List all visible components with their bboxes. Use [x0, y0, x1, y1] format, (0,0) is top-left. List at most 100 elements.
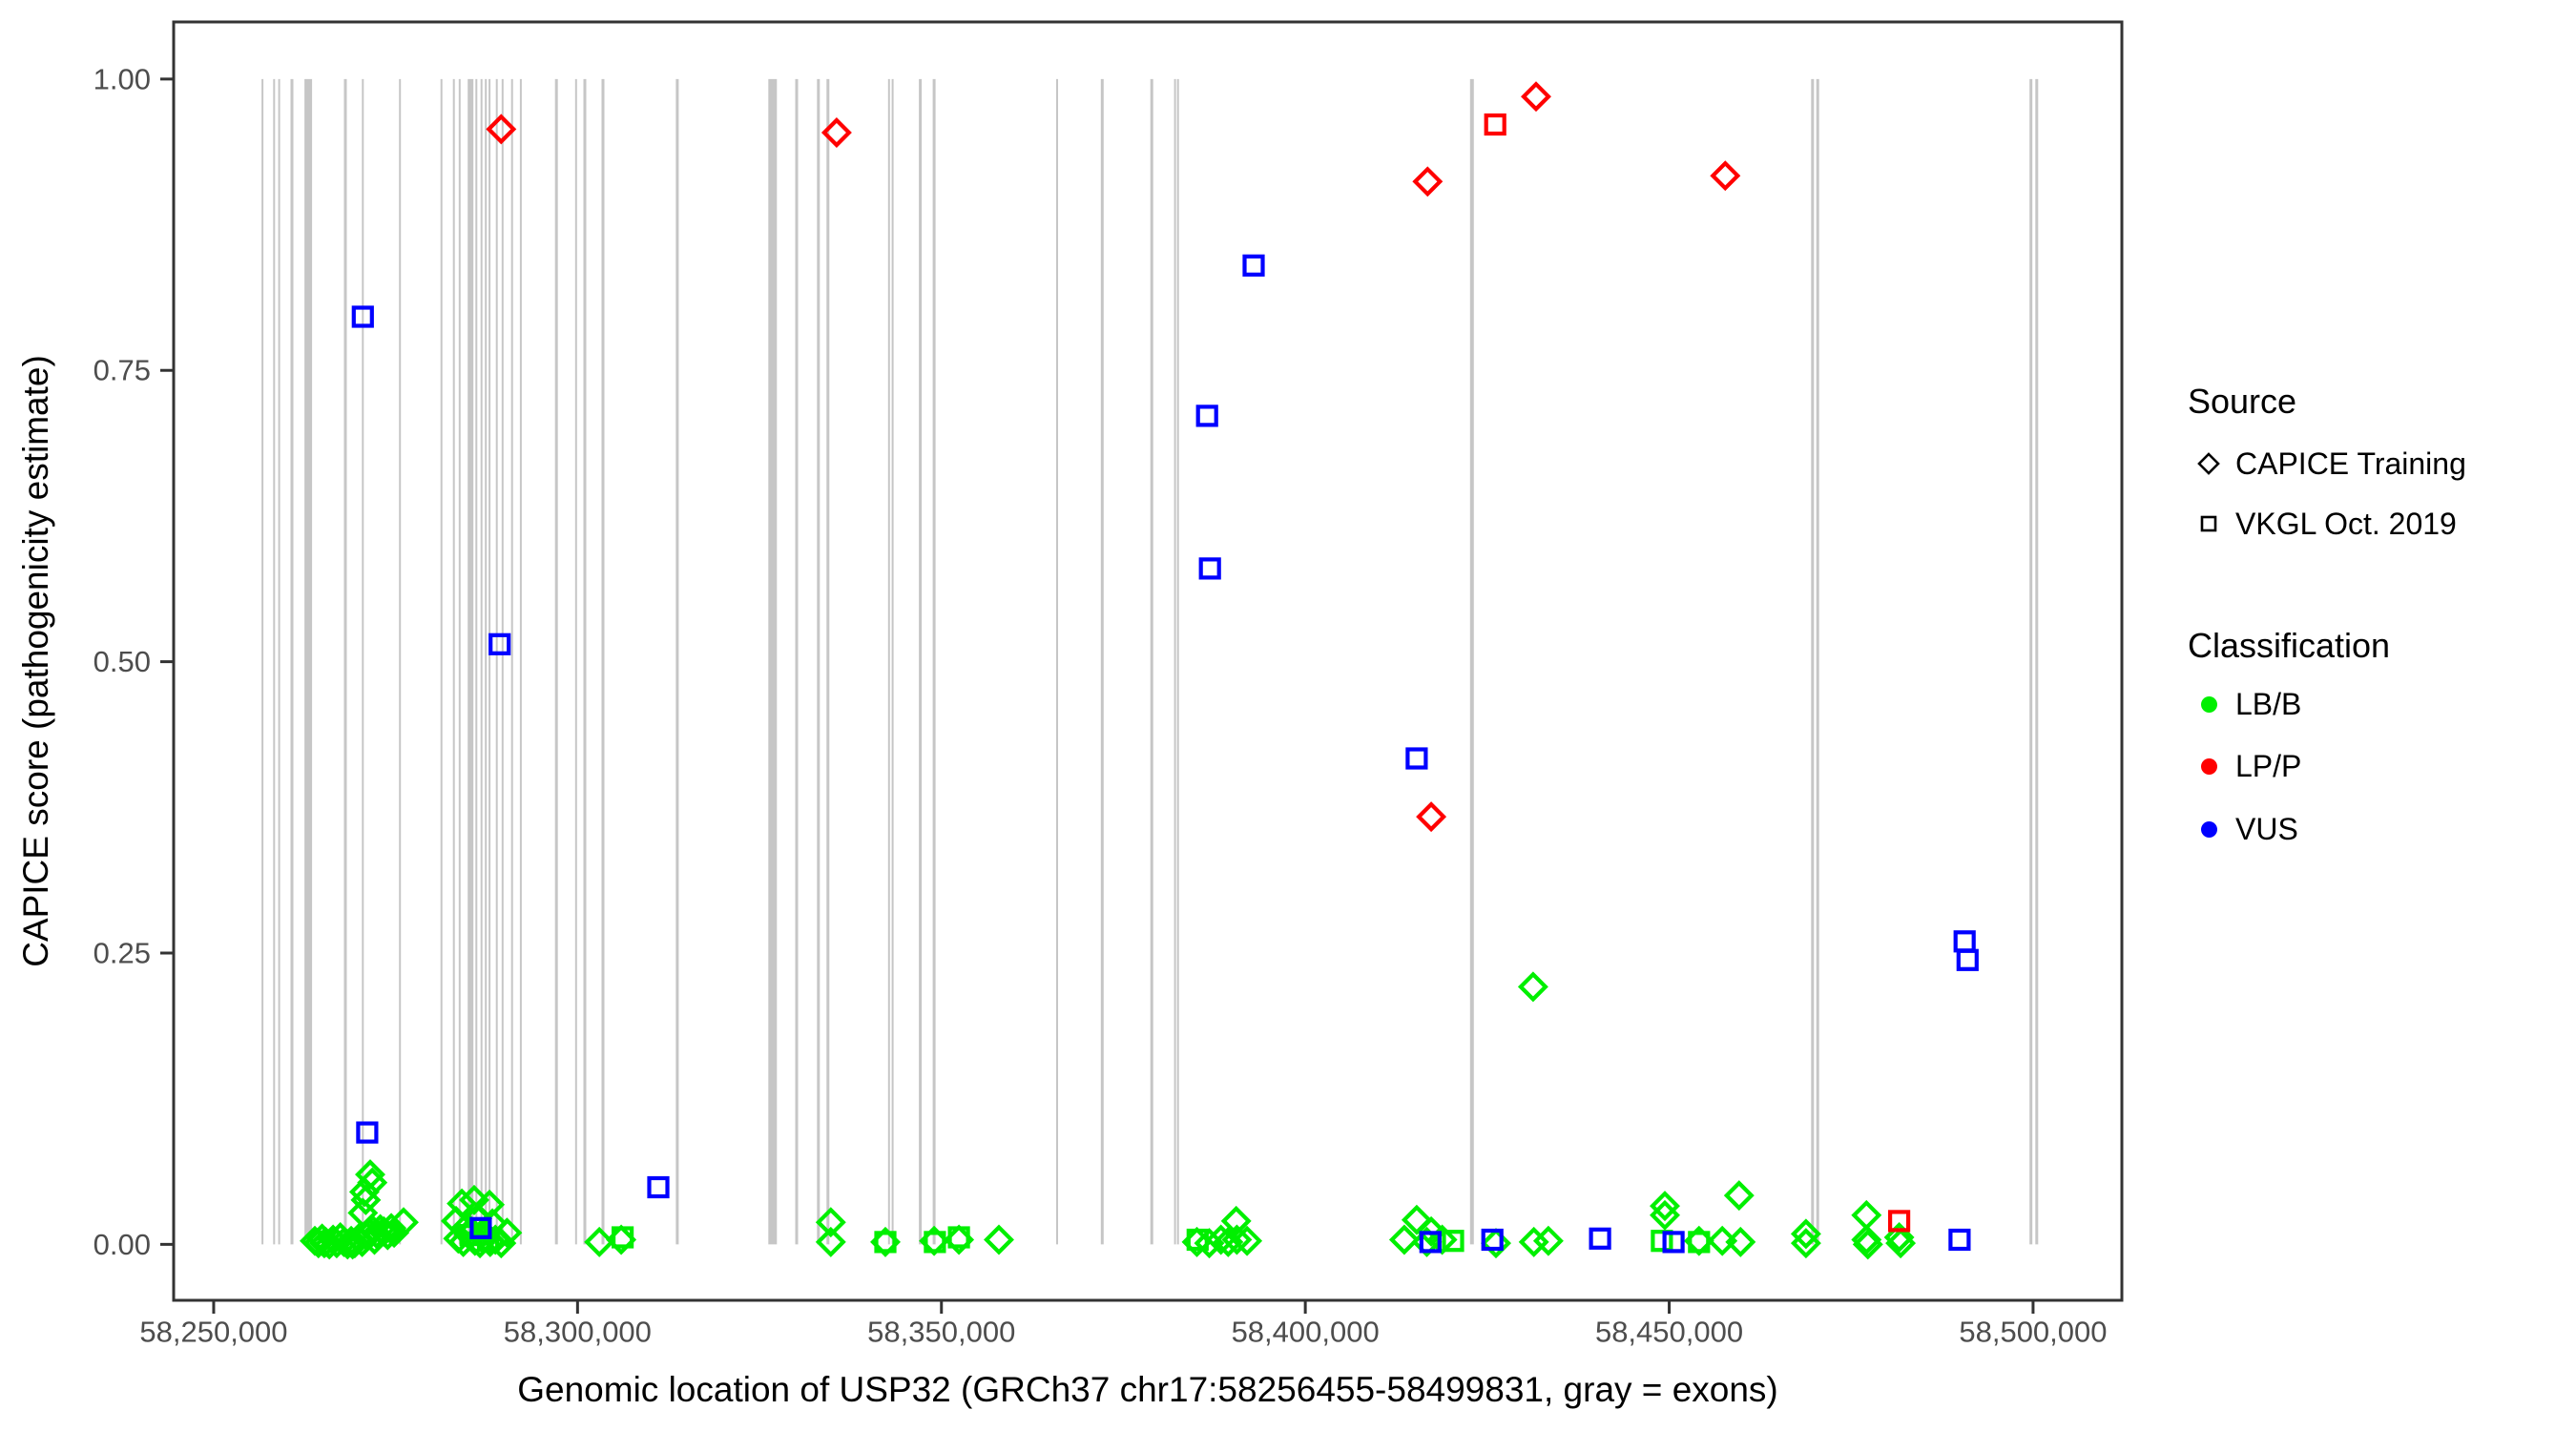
x-tick-label: 58,450,000: [1595, 1316, 1743, 1349]
x-tick-label: 58,400,000: [1232, 1316, 1380, 1349]
red-dot-icon: [2188, 746, 2230, 786]
data-point-diamond: [1412, 166, 1444, 197]
legend: Source CAPICE Training VKGL Oct. 2019 Cl…: [2188, 0, 2569, 1431]
data-point-square: [1589, 1227, 1611, 1250]
data-point-diamond: [459, 1184, 489, 1215]
axis-ticks: 58,250,000 58,300,000 58,350,000 58,400,000…: [93, 62, 2108, 1348]
data-point-diamond: [1220, 1205, 1252, 1236]
data-point-square: [1195, 404, 1218, 427]
data-point-square: [1948, 1228, 1971, 1252]
data-point-diamond: [821, 117, 852, 148]
data-point-diamond: [944, 1224, 975, 1255]
data-point-diamond: [1221, 1224, 1253, 1255]
data-point-square: [874, 1231, 897, 1254]
data-point-square: [1419, 1231, 1442, 1254]
data-point-square: [1953, 930, 1976, 953]
data-point-square: [1481, 1228, 1504, 1252]
legend-item-label: VUS: [2235, 811, 2298, 846]
data-point-diamond: [1521, 81, 1551, 113]
legend-source-title: Source: [2188, 382, 2297, 421]
data-point-diamond: [1725, 1226, 1756, 1257]
data-point-square: [469, 1216, 492, 1239]
data-point-diamond: [1232, 1225, 1263, 1256]
data-point-diamond: [379, 1217, 410, 1249]
data-point-diamond: [606, 1224, 637, 1255]
data-point-diamond: [1416, 801, 1447, 833]
data-point-square: [351, 305, 374, 328]
data-point-square: [1484, 113, 1506, 136]
data-point-diamond: [486, 1228, 517, 1259]
legend-item-label: CAPICE Training: [2235, 446, 2466, 481]
data-point-diamond: [815, 1207, 846, 1238]
data-point-square: [1956, 948, 1979, 971]
data-point-diamond: [984, 1224, 1014, 1255]
data-point-square: [1242, 254, 1265, 277]
legend-classification-title: Classification: [2188, 626, 2391, 665]
blue-dot-icon: [2188, 809, 2230, 849]
data-point-square: [1442, 1230, 1465, 1253]
data-point-diamond: [308, 1228, 340, 1259]
data-point-diamond: [584, 1226, 615, 1257]
data-point-diamond: [1518, 1226, 1549, 1257]
data-point-square: [1662, 1231, 1685, 1254]
data-point-diamond: [1710, 160, 1741, 192]
data-point-diamond: [1532, 1225, 1564, 1256]
data-point-diamond: [1883, 1222, 1915, 1253]
exon-lines: [261, 78, 2039, 1245]
data-point-diamond: [486, 114, 517, 145]
legend-item-lpp: LP/P: [2188, 746, 2301, 786]
y-tick-label: 0.50: [93, 645, 151, 678]
legend-item-capice-training: CAPICE Training: [2188, 444, 2466, 484]
y-tick-label: 0.25: [93, 936, 151, 969]
data-point-square: [356, 1121, 379, 1144]
data-point-square: [1405, 747, 1428, 770]
data-point-square: [1198, 557, 1221, 580]
legend-item-label: LB/B: [2235, 686, 2302, 721]
data-point-diamond: [1790, 1218, 1821, 1250]
y-axis-title: CAPICE score (pathogenicity estimate): [16, 355, 55, 967]
data-point-diamond: [491, 1217, 523, 1249]
legend-item-lbb: LB/B: [2188, 684, 2301, 724]
data-point-diamond: [350, 1184, 382, 1215]
x-tick-label: 58,250,000: [139, 1316, 287, 1349]
data-point-diamond: [1517, 971, 1548, 1003]
data-point-diamond: [1426, 1224, 1458, 1255]
data-point-diamond: [1683, 1225, 1714, 1256]
data-point-diamond: [1851, 1224, 1882, 1255]
data-point-diamond: [1481, 1228, 1511, 1259]
legend-item-vkgl: VKGL Oct. 2019: [2188, 504, 2457, 544]
data-point-diamond: [1388, 1224, 1420, 1255]
green-dot-icon: [2188, 684, 2230, 724]
y-tick-label: 0.00: [93, 1228, 151, 1261]
legend-item-label: VKGL Oct. 2019: [2235, 506, 2457, 541]
x-axis-title: Genomic location of USP32 (GRCh37 chr17:…: [517, 1370, 1778, 1409]
legend-item-vus: VUS: [2188, 809, 2298, 849]
y-tick-label: 0.75: [93, 354, 151, 387]
data-point-diamond: [1723, 1180, 1755, 1212]
data-point-square: [1186, 1228, 1209, 1252]
panel-border: [172, 20, 2124, 1302]
data-point-diamond: [919, 1225, 950, 1256]
data-point-diamond: [1401, 1204, 1432, 1235]
data-point-diamond: [1885, 1228, 1917, 1259]
data-point-square: [1887, 1210, 1911, 1233]
data-point-diamond: [1790, 1228, 1821, 1259]
y-tick-label: 1.00: [93, 62, 151, 95]
x-tick-label: 58,350,000: [867, 1316, 1015, 1349]
square-marker-icon: [2188, 504, 2230, 544]
data-points: [300, 81, 1979, 1260]
data-point-diamond: [1650, 1199, 1680, 1231]
x-tick-label: 58,300,000: [504, 1316, 652, 1349]
legend-item-label: LP/P: [2235, 748, 2302, 783]
x-tick-label: 58,500,000: [1959, 1316, 2107, 1349]
data-point-diamond: [359, 1224, 390, 1255]
diamond-marker-icon: [2188, 444, 2230, 484]
data-point-square: [647, 1175, 670, 1199]
data-point-diamond: [1851, 1199, 1882, 1231]
data-point-square: [1651, 1230, 1673, 1253]
data-point-diamond: [1650, 1191, 1680, 1222]
data-point-diamond: [815, 1226, 846, 1257]
data-point-diamond: [1852, 1229, 1883, 1260]
